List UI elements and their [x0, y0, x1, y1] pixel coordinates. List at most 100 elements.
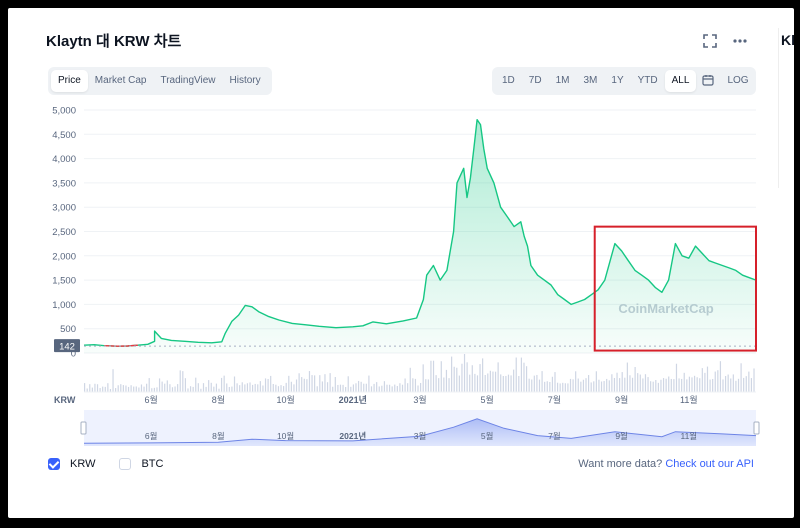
volume-bar	[458, 375, 460, 392]
volume-bar	[712, 378, 714, 392]
volume-bar	[347, 376, 349, 392]
range-7d[interactable]: 7D	[528, 75, 542, 86]
volume-bar	[453, 366, 455, 392]
volume-bar	[368, 375, 370, 392]
volume-bar	[399, 383, 401, 392]
volume-bar	[220, 377, 223, 392]
volume-bar	[466, 362, 468, 392]
volume-bar	[608, 380, 610, 392]
volume-bar	[456, 367, 458, 392]
volume-bar	[688, 376, 690, 392]
legend-btc-label: BTC	[141, 458, 164, 470]
navigator-tick-label: 8월	[212, 431, 225, 441]
volume-bar	[345, 386, 347, 392]
volume-bar	[647, 377, 649, 392]
tab-market-cap[interactable]: Market Cap	[94, 75, 147, 86]
volume-bar	[153, 387, 155, 392]
more-icon[interactable]	[732, 34, 748, 50]
volume-bar	[546, 381, 548, 392]
range-1y[interactable]: 1Y	[611, 75, 624, 86]
x-tick-label: 2021년	[339, 394, 367, 405]
volume-bar	[606, 378, 608, 392]
volume-bar	[588, 375, 590, 392]
volume-bar	[130, 385, 132, 392]
volume-bar	[650, 381, 652, 392]
x-tick-label: 7월	[548, 394, 561, 405]
volume-bar	[750, 378, 753, 392]
volume-bar	[489, 370, 491, 392]
volume-bar	[357, 380, 360, 392]
price-chart[interactable]: 5,000 4,500 4,000 3,500 3,000 2,500 2,000 1,500…	[8, 8, 794, 448]
volume-bar	[378, 386, 380, 392]
current-price-label: 142	[59, 342, 75, 353]
log-scale-toggle[interactable]: LOG	[727, 75, 749, 86]
volume-bar	[724, 376, 727, 392]
volume-bar	[652, 381, 654, 392]
volume-bar	[693, 375, 696, 392]
legend-krw-label: KRW	[70, 458, 96, 470]
volume-bar	[554, 372, 556, 392]
range-1m[interactable]: 1M	[555, 75, 570, 86]
x-tick-label: 5월	[481, 394, 494, 405]
volume-bar	[169, 384, 171, 392]
x-tick-label: 9월	[615, 394, 628, 405]
range-1d[interactable]: 1D	[502, 75, 515, 86]
time-range-tabs: 1D 7D 1M 3M 1Y YTD ALL LOG	[492, 67, 756, 95]
volume-bar	[577, 378, 579, 392]
volume-bar	[492, 371, 494, 392]
tab-history[interactable]: History	[229, 75, 261, 86]
volume-bar	[394, 384, 396, 392]
range-3m[interactable]: 3M	[583, 75, 598, 86]
volume-bar	[593, 381, 595, 392]
volume-bar	[146, 383, 148, 392]
volume-bar	[257, 384, 259, 392]
volume-bar	[525, 366, 528, 392]
volume-bar	[497, 362, 499, 392]
volume-bar	[135, 386, 137, 392]
volume-bar	[112, 369, 114, 392]
volume-bar	[202, 383, 205, 392]
calendar-icon[interactable]	[696, 70, 720, 92]
volume-bar	[541, 371, 543, 392]
navigator-handle-left[interactable]	[80, 421, 87, 435]
range-ytd[interactable]: YTD	[637, 75, 658, 86]
volume-bar	[311, 375, 313, 392]
current-price-badge	[54, 339, 80, 353]
volume-bar	[396, 386, 398, 392]
volume-bar	[192, 386, 194, 392]
volume-bar	[133, 386, 135, 392]
volume-bar	[407, 383, 409, 392]
range-all[interactable]: ALL	[664, 70, 697, 92]
volume-bar	[383, 381, 386, 392]
btc-checkbox[interactable]	[119, 458, 132, 470]
volume-bar	[127, 386, 130, 392]
volume-bar	[494, 371, 497, 392]
tab-price[interactable]: Price	[51, 70, 88, 92]
krw-checkbox[interactable]	[48, 458, 60, 470]
volume-bar	[621, 372, 623, 392]
volume-bar	[275, 384, 277, 392]
volume-bar	[569, 378, 572, 392]
volume-bar	[241, 382, 243, 392]
volume-bar	[445, 369, 448, 392]
volume-bar	[438, 378, 440, 392]
volume-bar	[502, 375, 504, 392]
volume-bar	[629, 375, 631, 392]
volume-bar	[205, 386, 207, 392]
fullscreen-icon[interactable]	[702, 34, 718, 50]
volume-bar	[422, 364, 424, 392]
volume-bar	[409, 367, 411, 392]
volume-bar	[443, 377, 445, 392]
volume-bar	[298, 373, 300, 392]
volume-bar	[189, 386, 192, 392]
navigator-handle-right[interactable]	[753, 421, 760, 435]
volume-bar	[210, 382, 212, 392]
volume-bar	[722, 379, 724, 392]
tab-tradingview[interactable]: TradingView	[160, 75, 216, 86]
volume-bar	[314, 375, 316, 392]
api-link[interactable]: Check out our API	[665, 458, 754, 470]
volume-bar	[745, 376, 747, 392]
volume-bar	[213, 386, 215, 392]
volume-bar	[709, 379, 711, 392]
volume-bar	[156, 387, 158, 392]
